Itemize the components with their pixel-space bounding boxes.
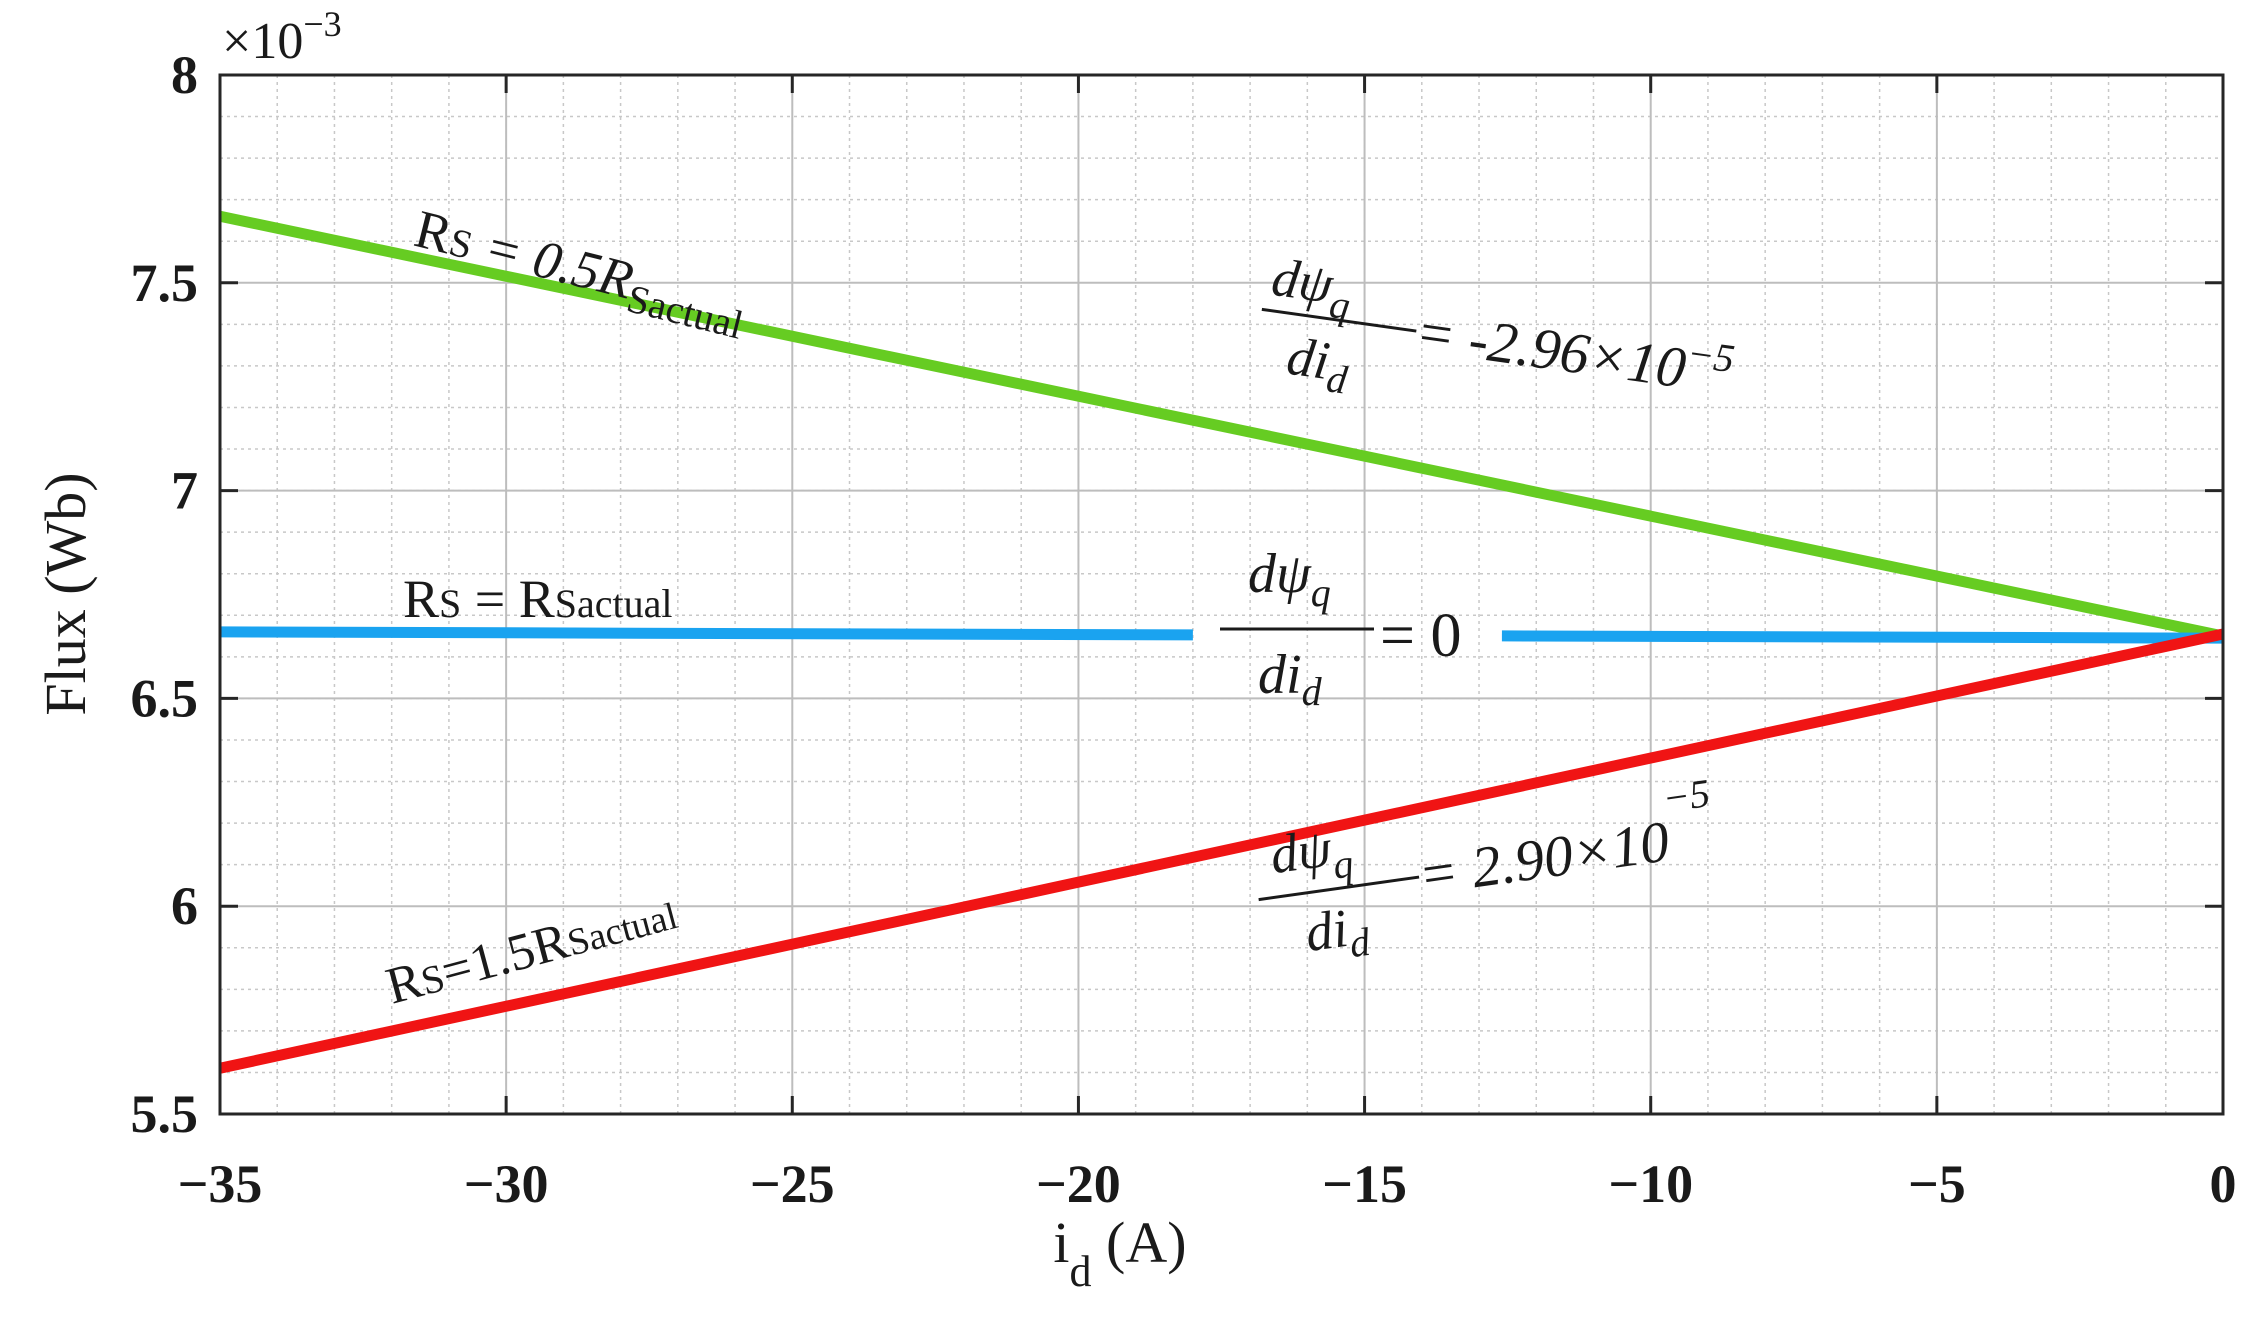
red-frac-denominator: did xyxy=(1302,895,1374,972)
blue-label-s: S xyxy=(439,581,461,626)
x-tick-label: −35 xyxy=(178,1154,263,1214)
x-tick-label: −25 xyxy=(750,1154,835,1214)
red-series-line xyxy=(218,628,2225,1074)
y-axis-label: Flux (Wb) xyxy=(33,472,98,715)
x-axis-label-unit: (A) xyxy=(1092,1210,1187,1275)
x-tick-label: −5 xyxy=(1908,1154,1966,1214)
blue-series-line xyxy=(219,626,1193,641)
y-exponent-power: −3 xyxy=(303,4,341,44)
blue-slope-value: = 0 xyxy=(1380,602,1461,670)
x-tick-label: −15 xyxy=(1322,1154,1407,1214)
x-axis-label-sub: d xyxy=(1070,1247,1092,1296)
x-tick-label: −10 xyxy=(1608,1154,1693,1214)
green-frac-bar xyxy=(1261,307,1417,333)
x-axis-label: id (A) xyxy=(1053,1210,1186,1296)
x-tick-label: 0 xyxy=(2210,1154,2237,1214)
blue-series-line xyxy=(1501,630,2224,644)
x-tick-label: −30 xyxy=(464,1154,549,1214)
y-tick-label: 6 xyxy=(171,876,198,936)
blue-label-r: R xyxy=(403,569,439,629)
blue-series-label: RS = RSactual xyxy=(403,569,673,629)
x-tick-label: −20 xyxy=(1036,1154,1121,1214)
blue-label-sub: Sactual xyxy=(555,581,673,626)
y-exponent-base: ×10 xyxy=(222,13,303,70)
blue-frac-numerator: dψq xyxy=(1248,543,1331,615)
x-tick-labels: −35 −30 −25 −20 −15 −10 −5 0 xyxy=(178,1154,2237,1214)
y-exponent: ×10−3 xyxy=(222,4,342,70)
x-axis-label-main: i xyxy=(1053,1210,1069,1275)
y-tick-label: 7.5 xyxy=(131,253,199,313)
y-tick-label: 5.5 xyxy=(131,1084,199,1144)
y-tick-label: 8 xyxy=(171,45,198,105)
tick-marks xyxy=(218,73,2225,1116)
red-frac-numerator: dψq xyxy=(1266,815,1356,897)
plot-background xyxy=(220,75,2223,1114)
y-tick-labels: 5.5 6 6.5 7 7.5 8 xyxy=(131,45,199,1144)
series-layer xyxy=(218,210,2225,1074)
blue-label-eq: = R xyxy=(461,569,554,629)
y-tick-label: 6.5 xyxy=(131,668,199,728)
blue-frac-denominator: did xyxy=(1258,644,1323,714)
plot-frame xyxy=(218,73,2225,1116)
y-tick-label: 7 xyxy=(171,461,198,521)
green-series-line xyxy=(218,210,2225,642)
red-frac-bar xyxy=(1258,875,1420,902)
blue-slope-annotation: dψq did = 0 xyxy=(1220,543,1461,714)
